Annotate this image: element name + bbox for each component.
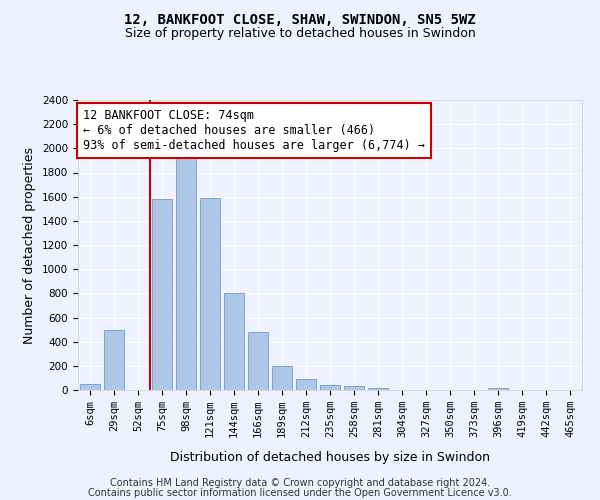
Bar [488,388,508,390]
Bar [368,388,388,390]
Text: Contains HM Land Registry data © Crown copyright and database right 2024.: Contains HM Land Registry data © Crown c… [110,478,490,488]
Text: 12 BANKFOOT CLOSE: 74sqm
← 6% of detached houses are smaller (466)
93% of semi-d: 12 BANKFOOT CLOSE: 74sqm ← 6% of detache… [83,108,425,152]
Bar [176,154,196,390]
Bar [344,386,364,390]
Bar [320,385,340,390]
Text: Size of property relative to detached houses in Swindon: Size of property relative to detached ho… [125,28,475,40]
Bar [104,330,124,390]
Bar [200,198,220,390]
Bar [80,384,100,390]
Bar [296,379,316,390]
Bar [248,332,268,390]
Text: Distribution of detached houses by size in Swindon: Distribution of detached houses by size … [170,451,490,464]
Bar [224,294,244,390]
Text: 12, BANKFOOT CLOSE, SHAW, SWINDON, SN5 5WZ: 12, BANKFOOT CLOSE, SHAW, SWINDON, SN5 5… [124,12,476,26]
Y-axis label: Number of detached properties: Number of detached properties [23,146,37,344]
Text: Contains public sector information licensed under the Open Government Licence v3: Contains public sector information licen… [88,488,512,498]
Bar [152,199,172,390]
Bar [272,366,292,390]
